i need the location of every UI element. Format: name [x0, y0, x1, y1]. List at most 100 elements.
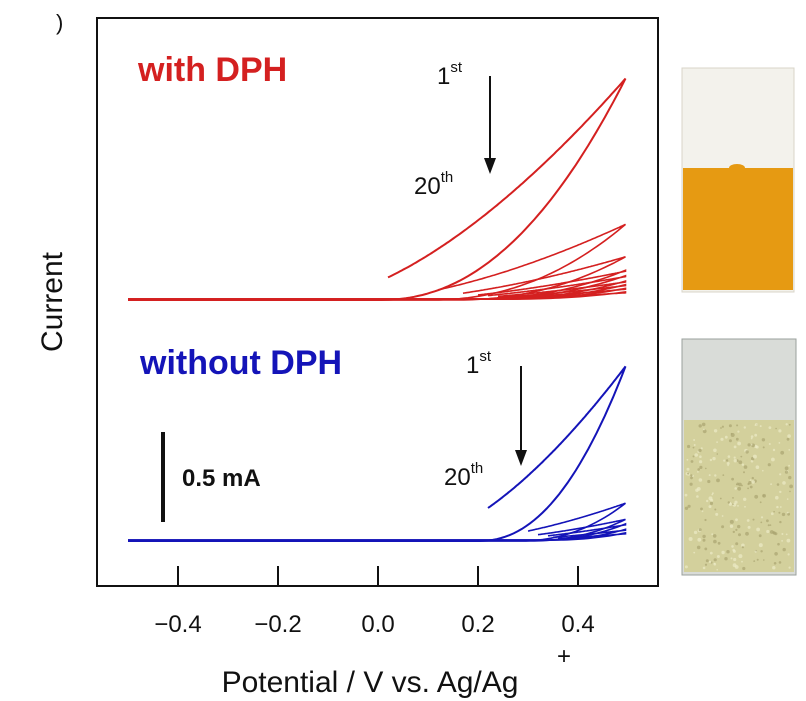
photo-texture-dot	[758, 543, 763, 548]
photo-texture-dot	[743, 471, 745, 474]
photo-texture-dot	[714, 508, 717, 511]
photo-texture-dot	[787, 512, 790, 516]
without-dph-cycle-1-curve	[128, 365, 627, 542]
photo-texture-dot	[719, 497, 722, 500]
photo-texture-dot	[779, 490, 782, 494]
photo-texture-dot	[736, 424, 739, 427]
photo-texture-dot	[725, 459, 729, 462]
photo-texture-dot	[698, 478, 703, 482]
photo-texture-dot	[687, 444, 691, 449]
photo-texture-dot	[733, 445, 737, 449]
photo-texture-dot	[701, 510, 704, 513]
x-tick-label-0: −0.4	[154, 611, 201, 638]
photo-texture-dot	[709, 551, 713, 555]
photo-texture-dot	[786, 437, 790, 441]
photo-texture-dot	[750, 444, 753, 446]
photo-texture-dot	[775, 495, 779, 500]
photo-texture-dot	[755, 423, 758, 426]
photo-texture-dot	[732, 497, 734, 499]
with-dph-photo	[681, 67, 795, 293]
photo-texture-dot	[768, 426, 772, 429]
photo-texture-dot	[738, 554, 743, 559]
photo-texture-dot	[711, 493, 714, 496]
photo-texture-dot	[749, 479, 752, 481]
photo-texture-dot	[712, 456, 716, 461]
photo-texture-dot	[716, 555, 720, 558]
photo-texture-dot	[754, 494, 759, 499]
photo-texture-dot	[754, 550, 757, 553]
without-dph-photo-texture	[684, 422, 793, 571]
photo-texture-dot	[713, 562, 717, 566]
photo-texture-dot	[759, 501, 762, 504]
photo-texture-dot	[702, 566, 706, 570]
photo-texture-dot	[689, 482, 693, 486]
photo-texture-dot	[785, 533, 788, 536]
photo-texture-dot	[723, 459, 726, 462]
photo-texture-dot	[708, 505, 712, 509]
without-dph-cycle-3-curve	[128, 518, 626, 542]
photo-texture-dot	[735, 528, 738, 532]
photo-texture-dot	[721, 425, 725, 428]
photo-texture-dot	[782, 547, 786, 552]
photo-texture-dot	[726, 550, 730, 554]
photo-texture-dot	[692, 455, 695, 458]
photo-texture-dot	[766, 529, 770, 534]
photo-texture-dot	[754, 433, 758, 437]
photo-texture-dot	[715, 512, 719, 516]
photo-texture-dot	[721, 525, 725, 529]
photo-texture-dot	[760, 550, 763, 553]
photo-texture-dot	[703, 428, 705, 431]
photo-texture-dot	[773, 510, 775, 513]
photo-texture-dot	[722, 474, 725, 476]
photo-texture-dot	[745, 450, 749, 454]
photo-texture-dot	[779, 473, 782, 476]
photo-texture-dot	[774, 552, 778, 556]
with-dph-photo-film	[683, 168, 793, 290]
photo-texture-dot	[726, 462, 730, 465]
photo-texture-dot	[752, 454, 757, 459]
photo-texture-dot	[731, 477, 734, 481]
photo-texture-dot	[786, 498, 789, 500]
photo-texture-dot	[762, 446, 765, 449]
x-tick-label-2: 0.0	[361, 611, 394, 638]
photo-texture-dot	[750, 435, 754, 438]
photo-texture-dot	[767, 463, 771, 467]
photo-texture-dot	[734, 487, 737, 490]
photo-texture-dot	[743, 426, 746, 429]
with-dph-cycle-1-curve	[128, 77, 627, 301]
photo-texture-dot	[778, 429, 782, 433]
photo-texture-dot	[705, 559, 709, 563]
photo-texture-dot	[771, 457, 775, 462]
photo-texture-dot	[721, 515, 724, 517]
photo-texture-dot	[724, 435, 728, 439]
photo-texture-dot	[788, 475, 792, 480]
photo-texture-dot	[698, 424, 702, 428]
bottom-cycle-arrowhead	[515, 450, 527, 466]
photo-texture-dot	[727, 501, 730, 504]
photo-texture-dot	[693, 444, 696, 446]
photo-texture-dot	[760, 521, 763, 524]
photo-texture-dot	[692, 446, 695, 449]
photo-texture-dot	[709, 458, 713, 462]
corner-mark: )	[56, 10, 63, 35]
photo-texture-dot	[731, 545, 734, 548]
photo-texture-dot	[779, 506, 782, 508]
bottom-last-cycle-label: 20th	[444, 460, 483, 491]
photo-texture-dot	[746, 519, 750, 522]
photo-texture-dot	[789, 490, 791, 493]
without-dph-curves	[128, 365, 627, 542]
with-dph-curves	[128, 77, 627, 301]
without-dph-label: without DPH	[139, 344, 342, 382]
photo-texture-dot	[688, 537, 693, 541]
with-dph-cycle-3-curve	[128, 256, 626, 301]
photo-texture-dot	[709, 501, 714, 505]
photo-texture-dot	[756, 527, 760, 532]
photo-texture-dot	[684, 565, 688, 569]
photo-texture-dot	[713, 539, 717, 544]
photo-texture-dot	[781, 533, 784, 535]
photo-texture-dot	[708, 560, 712, 564]
photo-texture-dot	[789, 484, 793, 489]
with-dph-photo-film-edge	[729, 164, 745, 172]
photo-texture-dot	[732, 548, 735, 552]
photo-texture-dot	[717, 541, 721, 545]
